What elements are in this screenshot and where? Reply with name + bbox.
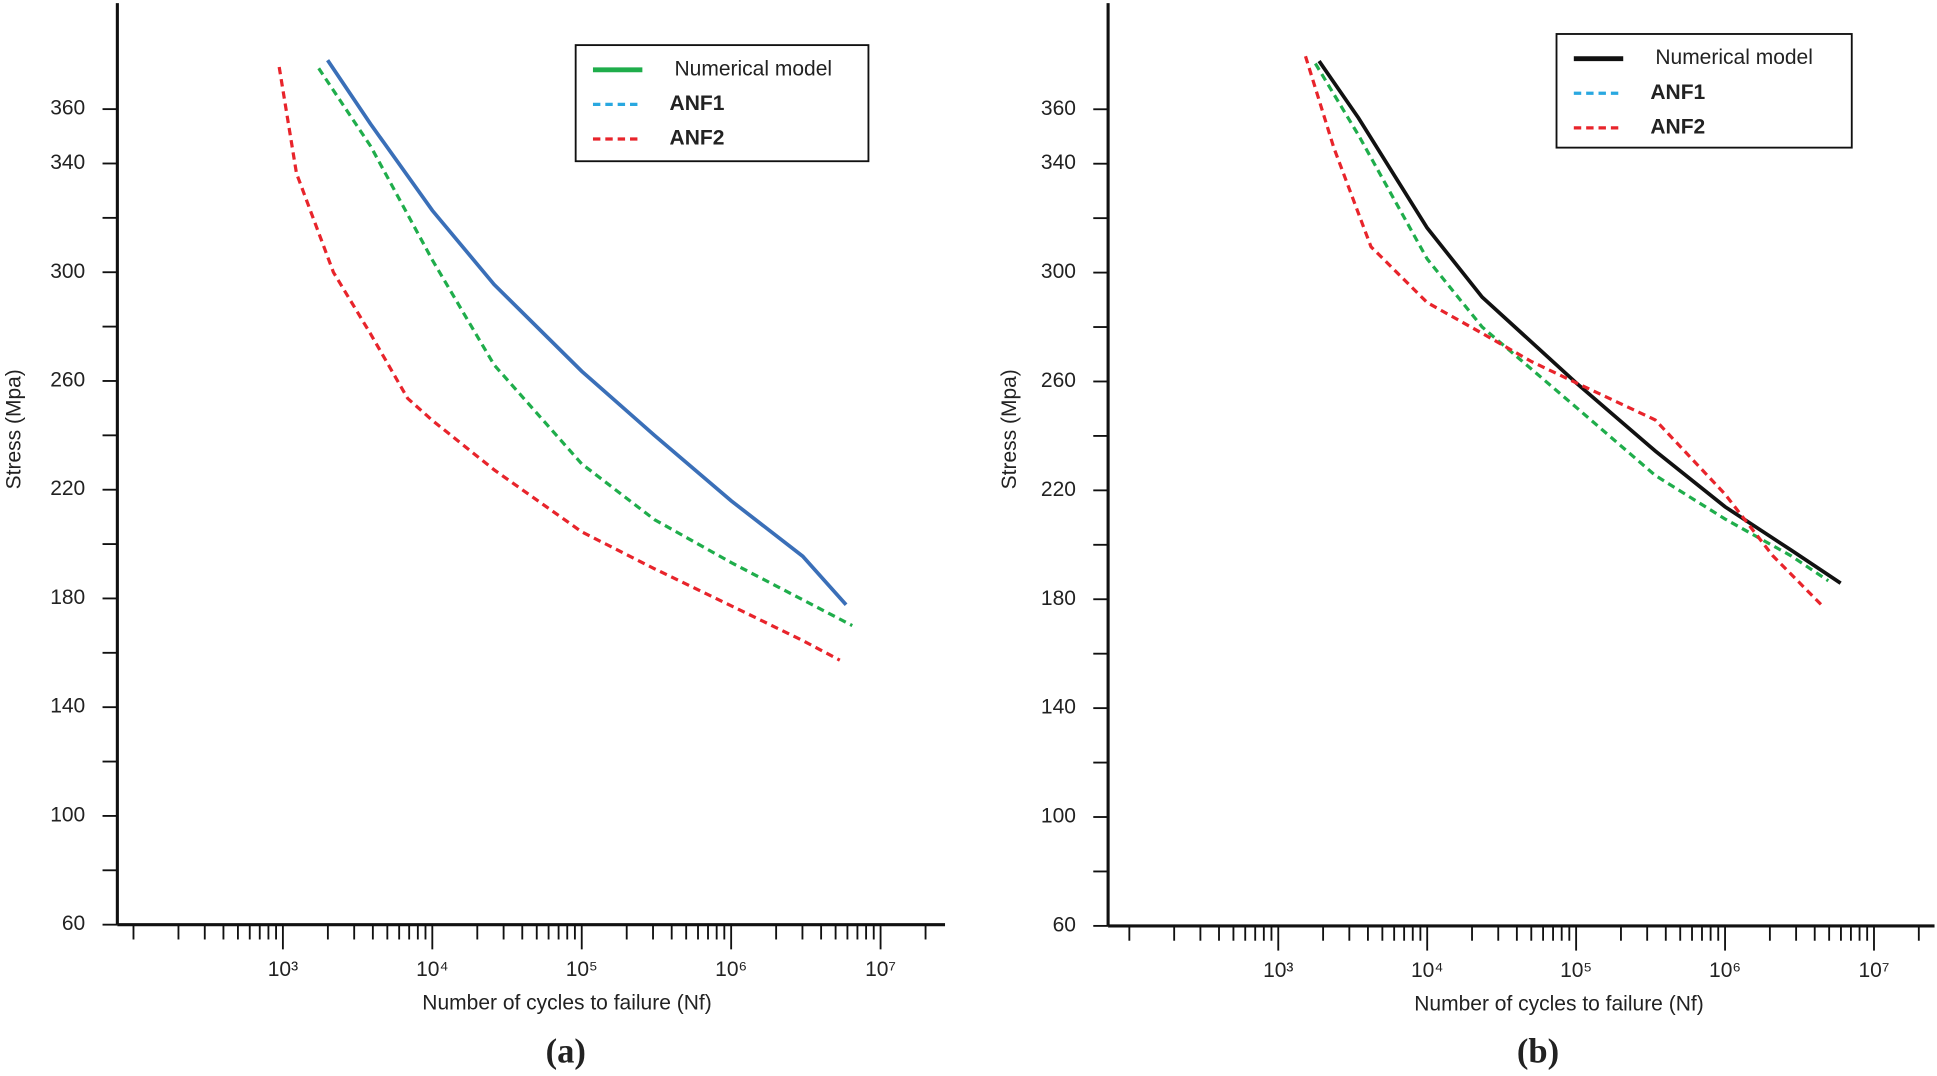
caption: (b) — [1517, 1032, 1559, 1070]
y-tick-label: 360 — [50, 97, 85, 120]
series-line — [277, 66, 841, 662]
x-axis-label: Number of cycles to failure (Nf) — [422, 991, 711, 1014]
y-axis-label: Stress (Mpa) — [2, 369, 25, 489]
legend-label: ANF2 — [1650, 115, 1705, 138]
y-tick-label: 100 — [50, 803, 85, 826]
legend: Numerical model ANF1 ANF2 — [1555, 33, 1853, 149]
y-tick-label: 180 — [1041, 587, 1076, 610]
y-tick-label: 300 — [1041, 260, 1076, 283]
x-tick-label: 10⁵ — [1560, 959, 1592, 982]
x-tick-label: 10⁵ — [566, 958, 598, 981]
y-tick-label: 220 — [50, 477, 85, 500]
y-tick-label: 140 — [50, 695, 85, 718]
y-tick-label: 260 — [1041, 369, 1076, 392]
legend-label: ANF1 — [670, 92, 725, 115]
x-tick-label: 10⁶ — [1709, 959, 1741, 982]
legend-label: Numerical model — [1655, 46, 1813, 69]
x-tick-label: 10⁷ — [1858, 959, 1889, 982]
legend: Numerical model ANF1 ANF2 — [574, 44, 870, 163]
y-tick-label: 60 — [1053, 913, 1076, 936]
y-tick-label: 340 — [1041, 151, 1076, 174]
y-tick-label: 340 — [50, 151, 85, 174]
y-tick-label: 220 — [1041, 478, 1076, 501]
series-line — [317, 67, 853, 628]
y-tick-label: 180 — [50, 586, 85, 609]
legend-label: ANF1 — [1650, 81, 1705, 104]
series-line — [326, 59, 848, 606]
y-tick-label: 360 — [1041, 97, 1076, 120]
series-line — [1314, 62, 1830, 583]
y-tick-label: 300 — [50, 260, 85, 283]
y-axis-label: Stress (Mpa) — [998, 369, 1021, 489]
y-tick-label: 100 — [1041, 805, 1076, 828]
x-tick-label: 10³ — [268, 958, 298, 981]
legend-label: ANF2 — [670, 127, 725, 150]
caption: (a) — [546, 1032, 586, 1070]
y-tick-label: 260 — [50, 369, 85, 392]
y-tick-label: 60 — [62, 912, 85, 935]
x-tick-label: 10⁴ — [1411, 959, 1443, 982]
series-line — [1303, 55, 1824, 607]
y-tick-label: 140 — [1041, 696, 1076, 719]
x-axis-label: Number of cycles to failure (Nf) — [1414, 993, 1703, 1016]
legend-label: Numerical model — [674, 57, 832, 80]
x-tick-label: 10⁶ — [715, 958, 747, 981]
x-tick-label: 10³ — [1263, 959, 1293, 982]
x-tick-label: 10⁷ — [865, 958, 896, 981]
x-tick-label: 10⁴ — [416, 958, 448, 981]
